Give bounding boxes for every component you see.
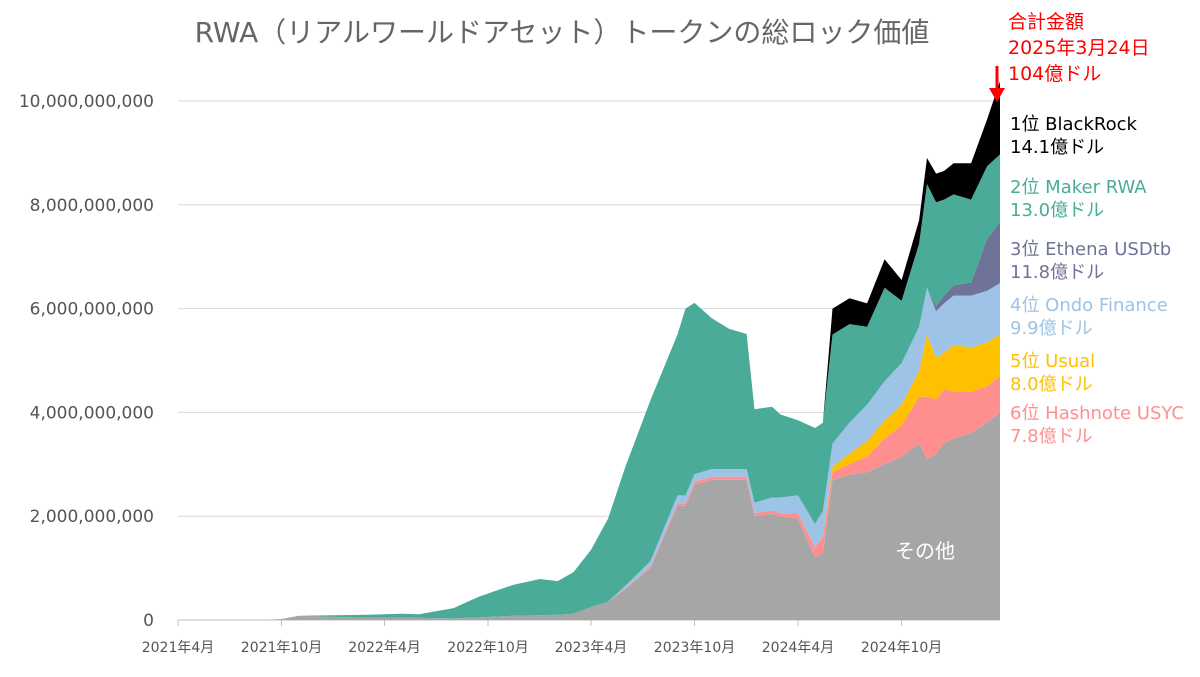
x-tick-label-7: 2024年10月 <box>861 640 942 656</box>
label-name-2: 3位 Ethena USDtb <box>1010 239 1171 260</box>
label-value-2: 11.8億ドル <box>1010 262 1104 283</box>
label-value-1: 13.0億ドル <box>1010 200 1104 221</box>
x-tick-label-2: 2022年4月 <box>348 640 421 656</box>
label-name-4: 5位 Usual <box>1010 351 1095 372</box>
total-line2: 2025年3月24日 <box>1008 37 1150 59</box>
total-line3: 104億ドル <box>1008 63 1101 85</box>
others-inner-label: その他 <box>895 539 955 563</box>
label-name-3: 4位 Ondo Finance <box>1010 295 1168 316</box>
total-annotation: 合計金額 2025年3月24日 104億ドル <box>989 11 1150 102</box>
total-line1: 合計金額 <box>1008 11 1084 33</box>
x-tick-label-1: 2021年10月 <box>241 640 322 656</box>
label-value-3: 9.9億ドル <box>1010 318 1093 339</box>
label-name-0: 1位 BlackRock <box>1010 114 1137 135</box>
chart-title: RWA（リアルワールドアセット）トークンの総ロック価値 <box>195 16 930 49</box>
area-series-1 <box>178 376 1000 620</box>
y-tick-label-2: 4,000,000,000 <box>30 403 154 423</box>
y-tick-label-3: 6,000,000,000 <box>30 300 154 320</box>
x-axis: 2021年4月 2021年10月 2022年4月 2022年10月 2023年4月 202… <box>142 620 942 656</box>
y-axis: 0 2,000,000,000 4,000,000,000 6,000,000,000… <box>19 92 154 631</box>
total-arrow-head <box>989 88 1005 102</box>
area-series-0 <box>178 412 1000 620</box>
x-tick-label-3: 2022年10月 <box>447 640 528 656</box>
y-tick-label-5: 10,000,000,000 <box>19 92 154 112</box>
label-name-5: 6位 Hashnote USYC <box>1010 403 1184 424</box>
x-tick-label-4: 2023年4月 <box>555 640 628 656</box>
stacked-areas <box>178 81 1000 620</box>
y-tick-label-0: 0 <box>143 611 154 631</box>
label-value-4: 8.0億ドル <box>1010 374 1093 395</box>
label-value-5: 7.8億ドル <box>1010 426 1093 447</box>
area-series-3 <box>178 283 1000 620</box>
label-name-1: 2位 Maker RWA <box>1010 177 1147 198</box>
label-value-0: 14.1億ドル <box>1010 137 1104 158</box>
y-tick-label-4: 8,000,000,000 <box>30 196 154 216</box>
area-series-5 <box>178 154 1000 620</box>
x-tick-label-0: 2021年4月 <box>142 640 215 656</box>
x-tick-label-6: 2024年4月 <box>762 640 835 656</box>
y-tick-label-1: 2,000,000,000 <box>30 507 154 527</box>
x-tick-label-5: 2023年10月 <box>654 640 735 656</box>
